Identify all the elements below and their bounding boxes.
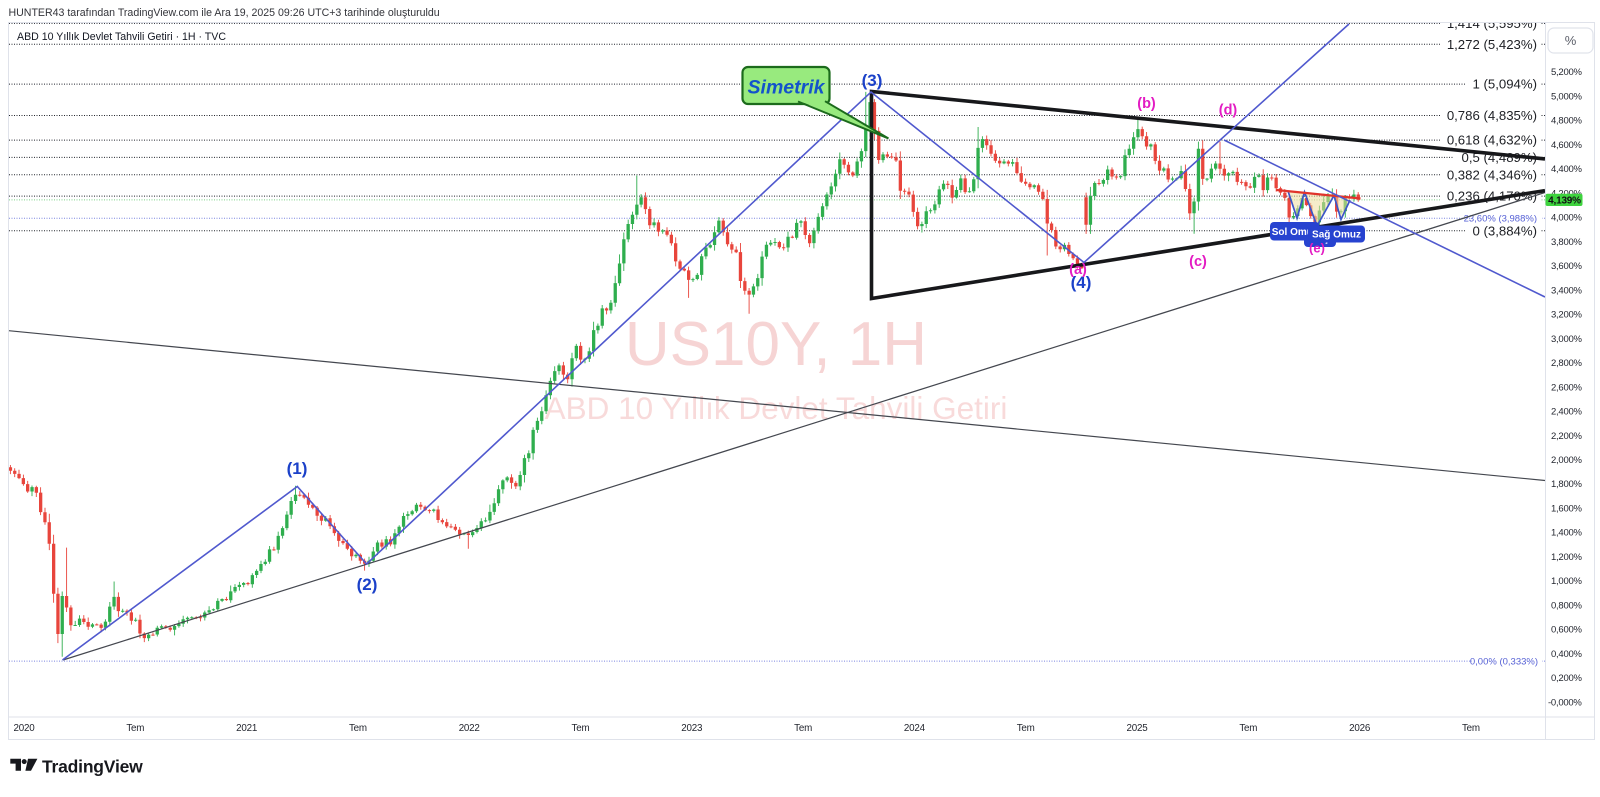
svg-text:3,200%: 3,200% bbox=[1551, 310, 1583, 321]
svg-text:(b): (b) bbox=[1137, 96, 1156, 112]
svg-text:(a): (a) bbox=[1069, 262, 1087, 278]
svg-text:Sağ Omuz: Sağ Omuz bbox=[1312, 230, 1361, 241]
svg-text:5,000%: 5,000% bbox=[1551, 91, 1583, 102]
svg-text:ABD 10 Yıllık Devlet Tahvili G: ABD 10 Yıllık Devlet Tahvili Getiri bbox=[545, 390, 1008, 426]
svg-text:(d): (d) bbox=[1219, 103, 1238, 119]
svg-text:(2): (2) bbox=[357, 575, 378, 594]
svg-text:1,414 (5,595%): 1,414 (5,595%) bbox=[1447, 16, 1537, 31]
svg-text:1,800%: 1,800% bbox=[1551, 479, 1583, 490]
svg-text:4,400%: 4,400% bbox=[1551, 164, 1583, 175]
svg-text:0,382 (4,346%): 0,382 (4,346%) bbox=[1447, 167, 1537, 182]
svg-text:(c): (c) bbox=[1189, 254, 1207, 270]
svg-text:4,139%: 4,139% bbox=[1548, 196, 1581, 207]
svg-text:Tem: Tem bbox=[349, 723, 367, 734]
svg-text:2022: 2022 bbox=[459, 723, 480, 734]
svg-text:3,600%: 3,600% bbox=[1551, 261, 1583, 272]
svg-text:1 (5,094%): 1 (5,094%) bbox=[1472, 77, 1537, 92]
svg-text:0,00% (0,333%): 0,00% (0,333%) bbox=[1470, 657, 1538, 668]
svg-text:%: % bbox=[1565, 33, 1577, 48]
svg-text:1,200%: 1,200% bbox=[1551, 552, 1583, 563]
svg-text:Tem: Tem bbox=[1017, 723, 1035, 734]
svg-text:0,618 (4,632%): 0,618 (4,632%) bbox=[1447, 133, 1537, 148]
svg-text:Tem: Tem bbox=[1462, 723, 1480, 734]
svg-text:2026: 2026 bbox=[1349, 723, 1371, 734]
svg-text:3,800%: 3,800% bbox=[1551, 237, 1583, 248]
svg-text:(e): (e) bbox=[1309, 241, 1325, 256]
svg-text:Tem: Tem bbox=[1239, 723, 1257, 734]
svg-text:2,400%: 2,400% bbox=[1551, 407, 1583, 418]
svg-text:2021: 2021 bbox=[236, 723, 257, 734]
svg-text:(4): (4) bbox=[1071, 273, 1092, 292]
svg-text:2,800%: 2,800% bbox=[1551, 358, 1583, 369]
svg-text:2,600%: 2,600% bbox=[1551, 382, 1583, 393]
svg-text:3,400%: 3,400% bbox=[1551, 285, 1583, 296]
svg-text:2,200%: 2,200% bbox=[1551, 431, 1583, 442]
svg-text:0,600%: 0,600% bbox=[1551, 625, 1583, 636]
svg-text:4,000%: 4,000% bbox=[1551, 213, 1583, 224]
svg-text:0,200%: 0,200% bbox=[1551, 673, 1583, 684]
svg-text:Tem: Tem bbox=[794, 723, 812, 734]
svg-text:-0,000%: -0,000% bbox=[1548, 697, 1582, 708]
svg-text:2020: 2020 bbox=[14, 723, 36, 734]
svg-text:2023: 2023 bbox=[681, 723, 703, 734]
svg-text:2,000%: 2,000% bbox=[1551, 455, 1583, 466]
svg-text:Tem: Tem bbox=[126, 723, 144, 734]
svg-text:1,272 (5,423%): 1,272 (5,423%) bbox=[1447, 37, 1537, 52]
svg-text:2025: 2025 bbox=[1127, 723, 1149, 734]
svg-text:4,800%: 4,800% bbox=[1551, 116, 1583, 127]
svg-text:0,400%: 0,400% bbox=[1551, 649, 1583, 660]
svg-text:0,236 (4,170%): 0,236 (4,170%) bbox=[1447, 189, 1537, 204]
svg-text:1,400%: 1,400% bbox=[1551, 528, 1583, 539]
svg-text:Tem: Tem bbox=[572, 723, 590, 734]
svg-text:HUNTER43 tarafından TradingVie: HUNTER43 tarafından TradingView.com ile … bbox=[9, 7, 440, 19]
svg-text:(1): (1) bbox=[287, 459, 308, 478]
svg-text:4,600%: 4,600% bbox=[1551, 140, 1583, 151]
svg-text:2024: 2024 bbox=[904, 723, 926, 734]
svg-text:0,786 (4,835%): 0,786 (4,835%) bbox=[1447, 108, 1537, 123]
svg-text:ABD 10 Yıllık Devlet Tahvili G: ABD 10 Yıllık Devlet Tahvili Getiri · 1H… bbox=[17, 31, 226, 43]
svg-text:Sol Omuz: Sol Omuz bbox=[1272, 227, 1318, 238]
svg-text:0 (3,884%): 0 (3,884%) bbox=[1472, 223, 1537, 238]
svg-text:Simetrik: Simetrik bbox=[748, 77, 826, 99]
svg-text:TradingView: TradingView bbox=[42, 756, 143, 776]
svg-text:(3): (3) bbox=[862, 71, 883, 90]
svg-text:5,200%: 5,200% bbox=[1551, 67, 1583, 78]
svg-text:3,000%: 3,000% bbox=[1551, 334, 1583, 345]
svg-text:23,60% (3,988%): 23,60% (3,988%) bbox=[1464, 214, 1537, 225]
svg-text:US10Y, 1H: US10Y, 1H bbox=[625, 310, 927, 379]
svg-text:1,600%: 1,600% bbox=[1551, 504, 1583, 515]
svg-text:1,000%: 1,000% bbox=[1551, 576, 1583, 587]
svg-text:0,800%: 0,800% bbox=[1551, 600, 1583, 611]
